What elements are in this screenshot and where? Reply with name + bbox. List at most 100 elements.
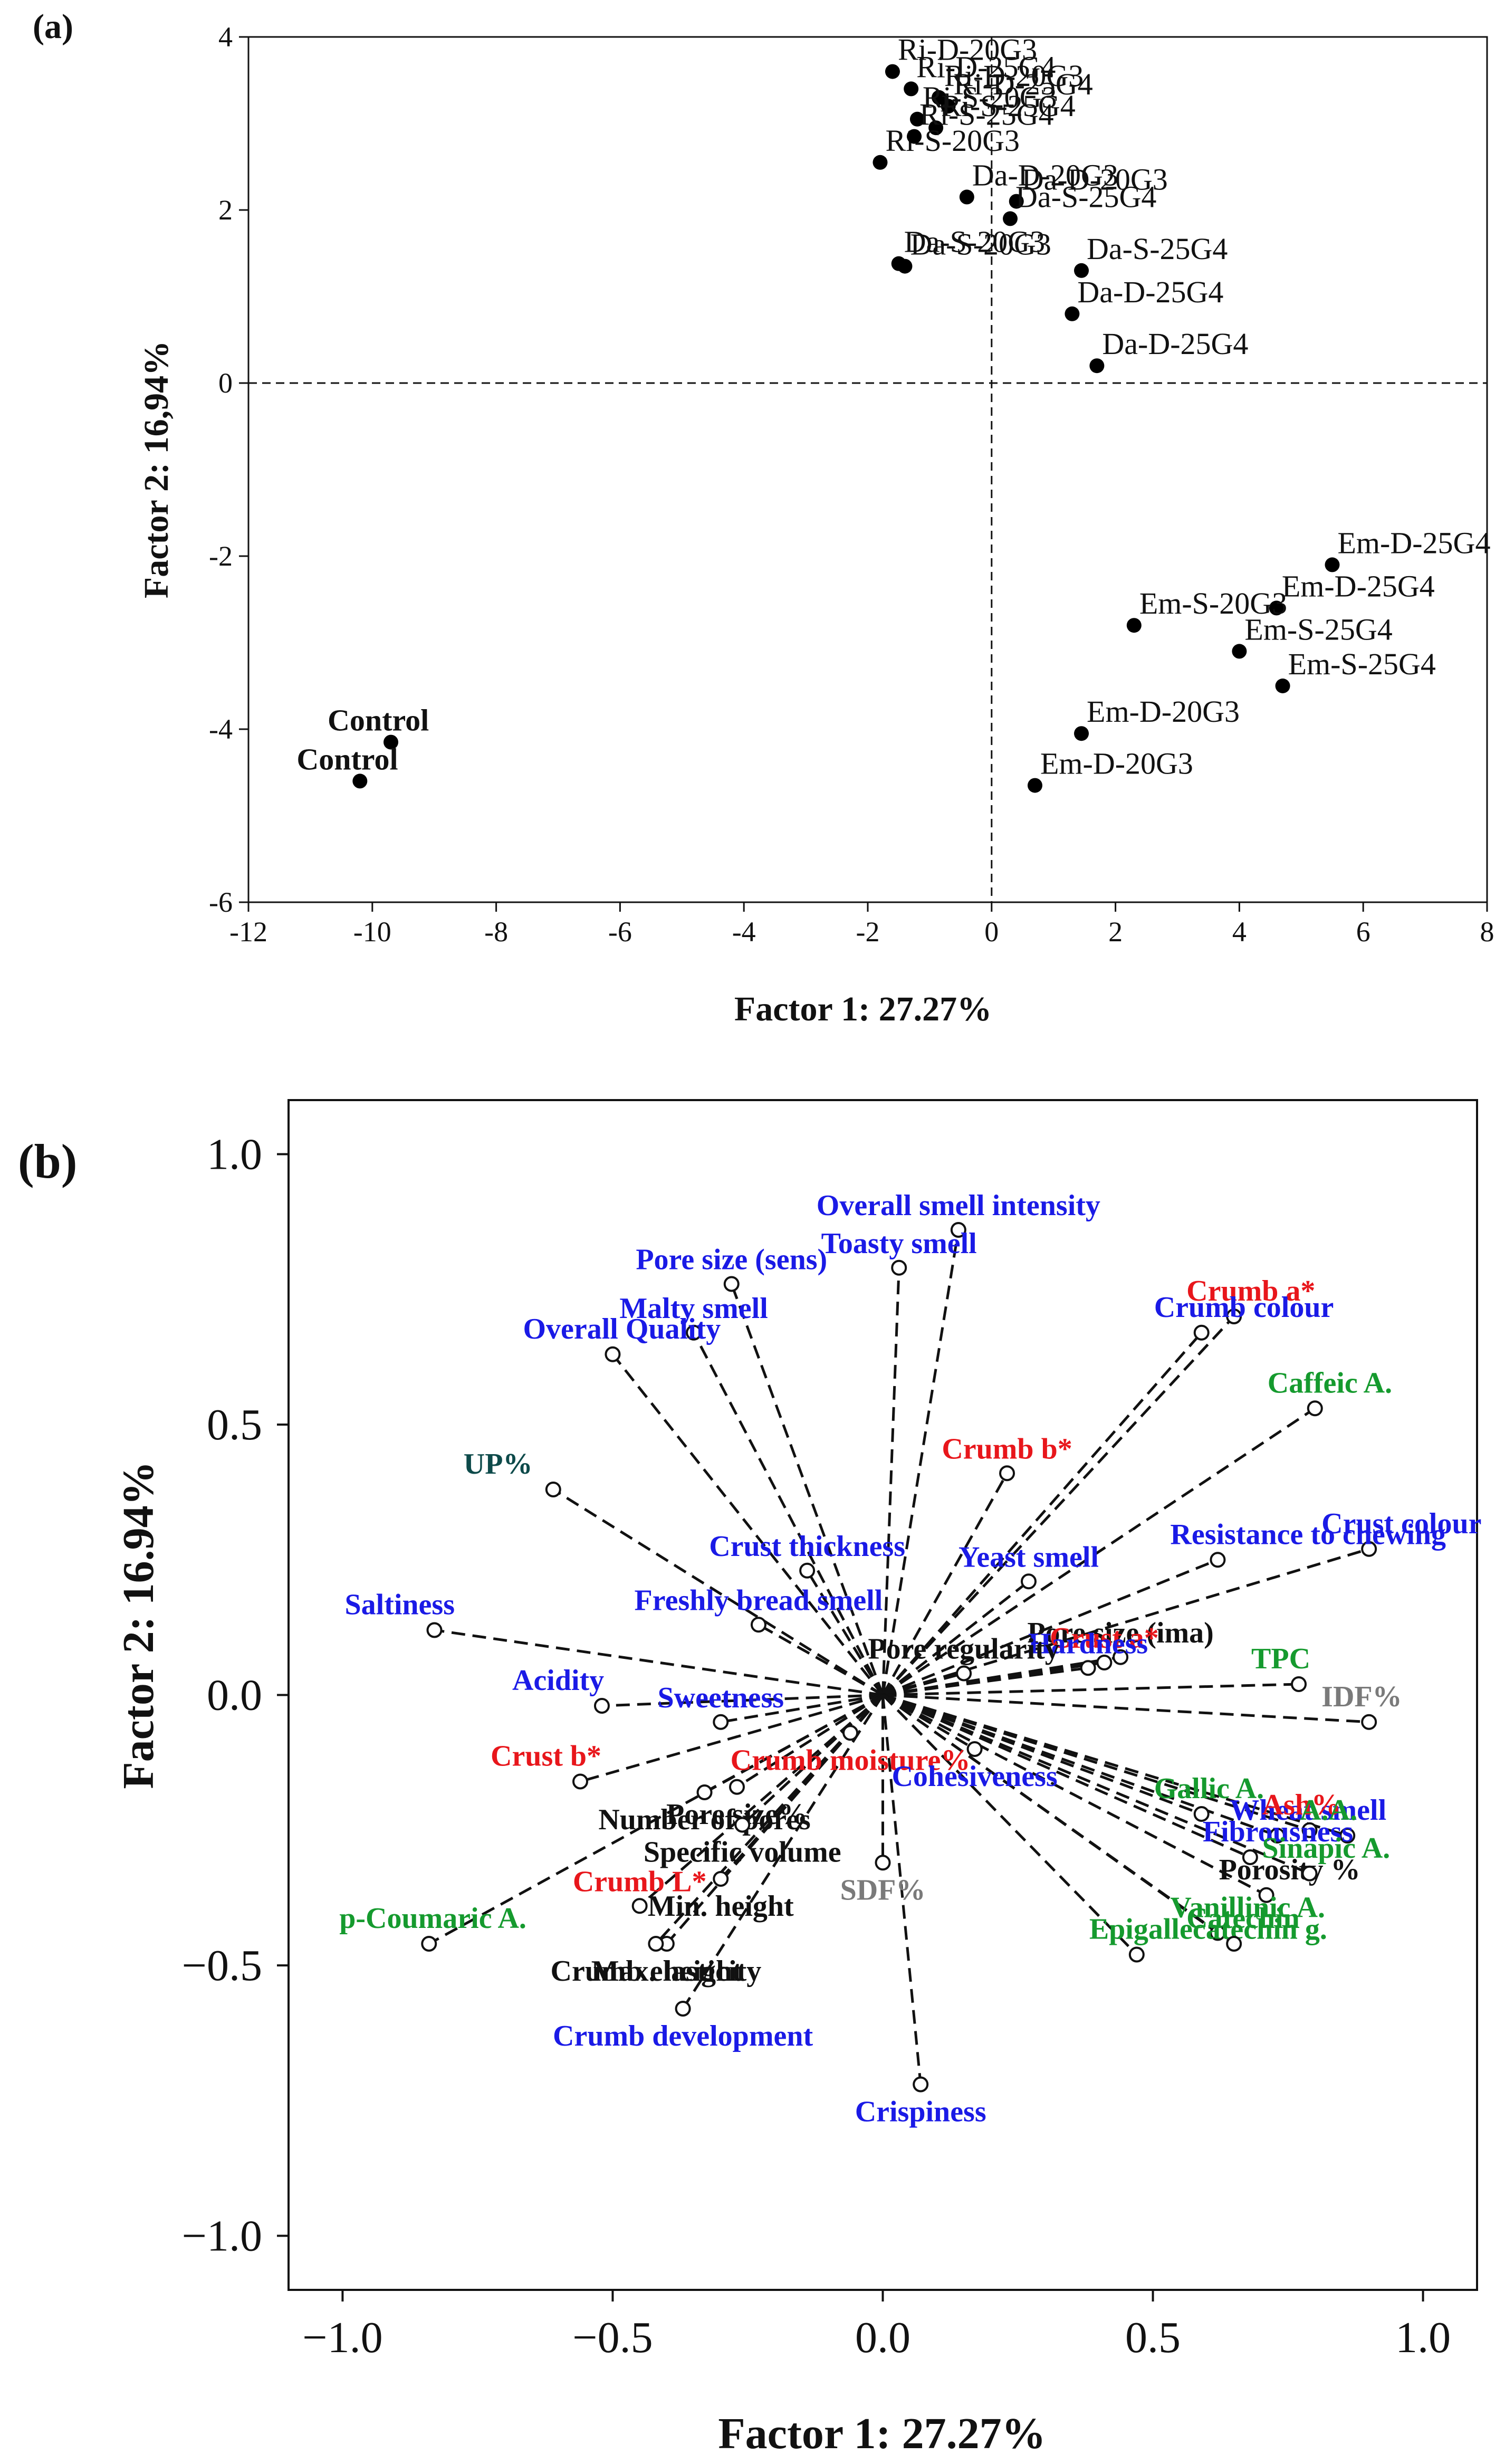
panel-b-loading-point <box>1258 1887 1274 1903</box>
panel-b-loading-label: Crust a* <box>1050 1622 1159 1655</box>
panel-b-vector <box>639 1694 884 1907</box>
panel-b-loading-label: TPC <box>1251 1642 1310 1675</box>
panel-b-xtick-label: 0.0 <box>855 2313 910 2362</box>
panel-b-loading-label: Pore size (ima) <box>1027 1617 1213 1649</box>
panel-b-vector <box>882 1407 1316 1696</box>
panel-a-point <box>1009 194 1024 209</box>
panel-a-ylabel: Factor 2: 16,94% <box>137 341 176 598</box>
panel-b-loading-label: IDF% <box>1321 1680 1402 1713</box>
panel-b-loading-point <box>956 1665 972 1682</box>
panel-a-ytick-label: 2 <box>218 194 233 226</box>
panel-b-ytick-label: −0.5 <box>182 1941 262 1990</box>
panel-a-point <box>909 111 925 127</box>
panel-b-loading-point <box>648 1936 664 1952</box>
panel-b-vector <box>883 1694 1369 1724</box>
panel-b-loading-point <box>686 1324 702 1341</box>
panel-b-loading-point <box>750 1617 766 1633</box>
panel-b-vector <box>882 1694 1278 1837</box>
panel-a-point <box>941 99 956 114</box>
panel-a-point-label: Da-D-20G3 <box>972 158 1118 192</box>
panel-b-loading-label: Yeast smell <box>958 1541 1099 1573</box>
panel-b-xtick-label: 1.0 <box>1395 2313 1451 2362</box>
panel-b-loading-label: Epigallecatechin g. <box>1089 1913 1327 1946</box>
panel-b-loading-point <box>1210 1552 1226 1568</box>
panel-a-label: (a) <box>33 7 73 46</box>
panel-a-xtick-label: -2 <box>856 916 880 948</box>
panel-b-vector <box>881 1580 1030 1696</box>
panel-a-point-label: Da-S-20G3 <box>910 227 1051 262</box>
panel-b-loading-point <box>545 1482 561 1497</box>
panel-b-loading-point <box>1113 1649 1129 1665</box>
panel-a-xtick-label: 4 <box>1232 916 1247 948</box>
panel-b-loading-label: Catechin <box>1186 1902 1300 1935</box>
panel-b-loading-point <box>999 1465 1015 1482</box>
panel-b-vector <box>692 1332 884 1696</box>
panel-b-ytick-label: 1.0 <box>207 1130 262 1179</box>
panel-a-point <box>384 734 399 750</box>
panel-a-point-label: Em-S-25G4 <box>1244 612 1392 646</box>
panel-b-loading-point <box>1193 1806 1210 1822</box>
panel-b-vector <box>758 1623 884 1696</box>
panel-a-frame <box>247 36 1488 903</box>
panel-a-point <box>352 773 368 789</box>
panel-b-loading-point <box>913 2076 929 2093</box>
panel-b-loading-label: Ash% <box>1262 1789 1341 1821</box>
panel-b-vector <box>736 1694 884 1788</box>
panel-b-vector <box>881 1267 900 1695</box>
panel-b-loading-point <box>713 1714 729 1730</box>
panel-b-xtick-label: 0.5 <box>1125 2313 1181 2362</box>
panel-b-vector <box>882 1558 1219 1696</box>
panel-b-loading-point <box>799 1562 816 1579</box>
panel-b-ytick-label: −1.0 <box>182 2212 262 2261</box>
panel-b-loading-point <box>1242 1849 1258 1865</box>
panel-b-loading-point <box>1291 1676 1307 1692</box>
panel-b-loading-label: Crust thickness <box>709 1530 905 1563</box>
panel-b-loading-point <box>1080 1660 1096 1676</box>
panel-b-loading-label: Gallic A. <box>1154 1772 1264 1805</box>
panel-b-loading-point <box>1301 1865 1318 1882</box>
panel-b-loading-label: UP% <box>464 1448 533 1481</box>
panel-b-loading-label: Freshly bread smell <box>635 1584 883 1617</box>
panel-a-xtick-label: -10 <box>353 916 391 948</box>
panel-b-vector <box>881 1694 1138 1956</box>
panel-b-loading-point <box>421 1936 437 1952</box>
panel-a-xlabel: Factor 1: 27.27% <box>734 990 992 1028</box>
panel-b-loading-label: Caffeic A. <box>1268 1367 1392 1399</box>
panel-b-loading-point <box>1226 1309 1242 1324</box>
panel-a-point <box>1027 778 1042 793</box>
panel-b-ylabel: Factor 2: 16.94% <box>114 1461 163 1789</box>
panel-b-vector <box>881 1473 1009 1696</box>
panel-b-vector <box>882 1694 1251 1859</box>
panel-a-ytick-label: -4 <box>209 713 233 745</box>
panel-a-point <box>1269 600 1284 616</box>
panel-a-point-label: Ri-D-25G4 <box>916 50 1056 84</box>
panel-a-point <box>891 256 906 271</box>
panel-b-ytick-label: 0.0 <box>207 1671 262 1720</box>
panel-a-point <box>1089 358 1105 374</box>
panel-b-loading-label: Pore regularity <box>868 1633 1059 1666</box>
panel-b-vector <box>428 1694 884 1945</box>
panel-b-loading-label: Crumb colour <box>1154 1291 1334 1324</box>
panel-b-loading-label: Max. height <box>591 1955 743 1988</box>
panel-a-point <box>932 90 947 105</box>
panel-b-loading-label: Sinapic A. <box>1262 1832 1391 1865</box>
panel-a-point <box>904 81 919 97</box>
panel-a-point <box>959 189 974 205</box>
panel-b-loading-label: Overall smell intensity <box>817 1189 1100 1222</box>
panel-a-xtick-label: 8 <box>1480 916 1494 948</box>
panel-b-loading-point <box>1307 1400 1323 1417</box>
panel-a-point <box>873 155 888 170</box>
panel-b-loading-point <box>1210 1925 1226 1941</box>
panel-b-vector <box>580 1694 884 1783</box>
panel-a-point <box>885 64 900 79</box>
panel-b-loading-label: p-Coumaric A. <box>339 1902 526 1935</box>
panel-b-loading-point <box>1096 1655 1113 1670</box>
panel-b-vector <box>881 1315 1235 1696</box>
panel-b-loading-point <box>891 1259 907 1276</box>
panel-b-loading-point <box>950 1222 966 1238</box>
panel-b-loading-label: Vanillinic A. <box>1170 1892 1325 1924</box>
panel-b-loading-label: Malty smell <box>619 1292 768 1325</box>
panel-a-point <box>1126 618 1142 633</box>
panel-b-vector <box>882 1694 1202 1816</box>
panel-a-xtick-label: 6 <box>1356 916 1370 948</box>
